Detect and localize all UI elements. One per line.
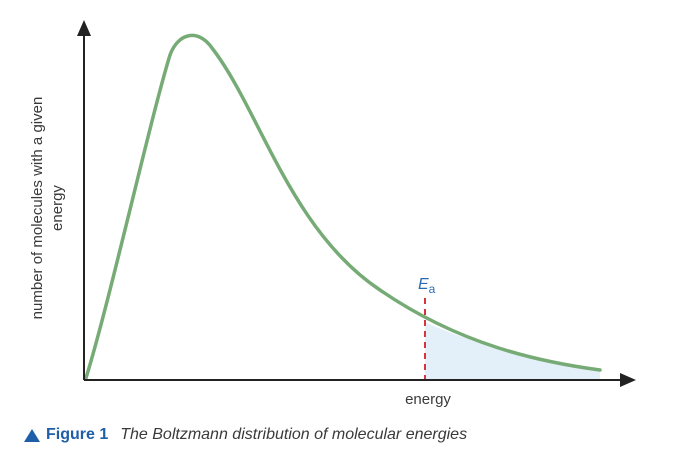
y-axis-label-line1: number of molecules with a given — [29, 97, 46, 320]
figure-caption: Figure 1 The Boltzmann distribution of m… — [24, 424, 467, 446]
triangle-up-icon — [24, 428, 40, 442]
x-axis-label: energy — [405, 391, 451, 408]
activation-energy-label: Ea — [418, 276, 436, 296]
activation-area — [425, 322, 600, 380]
x-axis-arrow-icon — [620, 373, 636, 387]
y-axis-label-line2: energy — [49, 185, 66, 231]
distribution-curve — [84, 33, 602, 380]
caption-text: The Boltzmann distribution of molecular … — [120, 426, 468, 443]
activation-energy-subscript: a — [429, 282, 436, 296]
activation-energy-symbol: E — [418, 276, 429, 293]
y-axis-arrow-icon — [77, 20, 91, 36]
figure-number: Figure 1 — [46, 426, 109, 443]
